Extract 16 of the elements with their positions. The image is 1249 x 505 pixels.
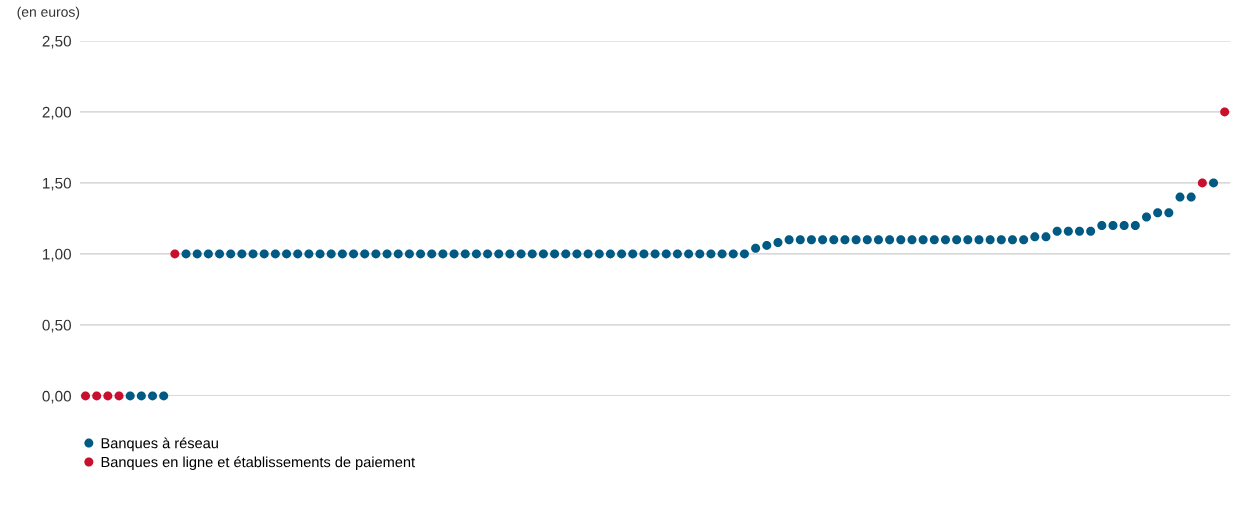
y-tick-label: 2,00 <box>42 106 72 120</box>
y-tick-label: 1,00 <box>43 248 72 262</box>
point <box>170 249 180 259</box>
y-tick-label: 2,50 <box>42 35 72 49</box>
y-tick-label: 0,00 <box>42 390 72 404</box>
legend-label: Banques à réseau <box>101 437 218 452</box>
point <box>103 391 113 401</box>
y-tick-label: 0,50 <box>42 319 72 333</box>
point <box>92 391 102 401</box>
point <box>81 391 91 401</box>
point <box>1220 107 1230 117</box>
y-tick-label: 1,50 <box>43 177 72 191</box>
legend-label: Banques en ligne et établissements de paiement <box>101 456 415 471</box>
y-axis-title: (en euros) <box>17 6 80 20</box>
point <box>1197 178 1207 188</box>
point <box>114 391 124 401</box>
